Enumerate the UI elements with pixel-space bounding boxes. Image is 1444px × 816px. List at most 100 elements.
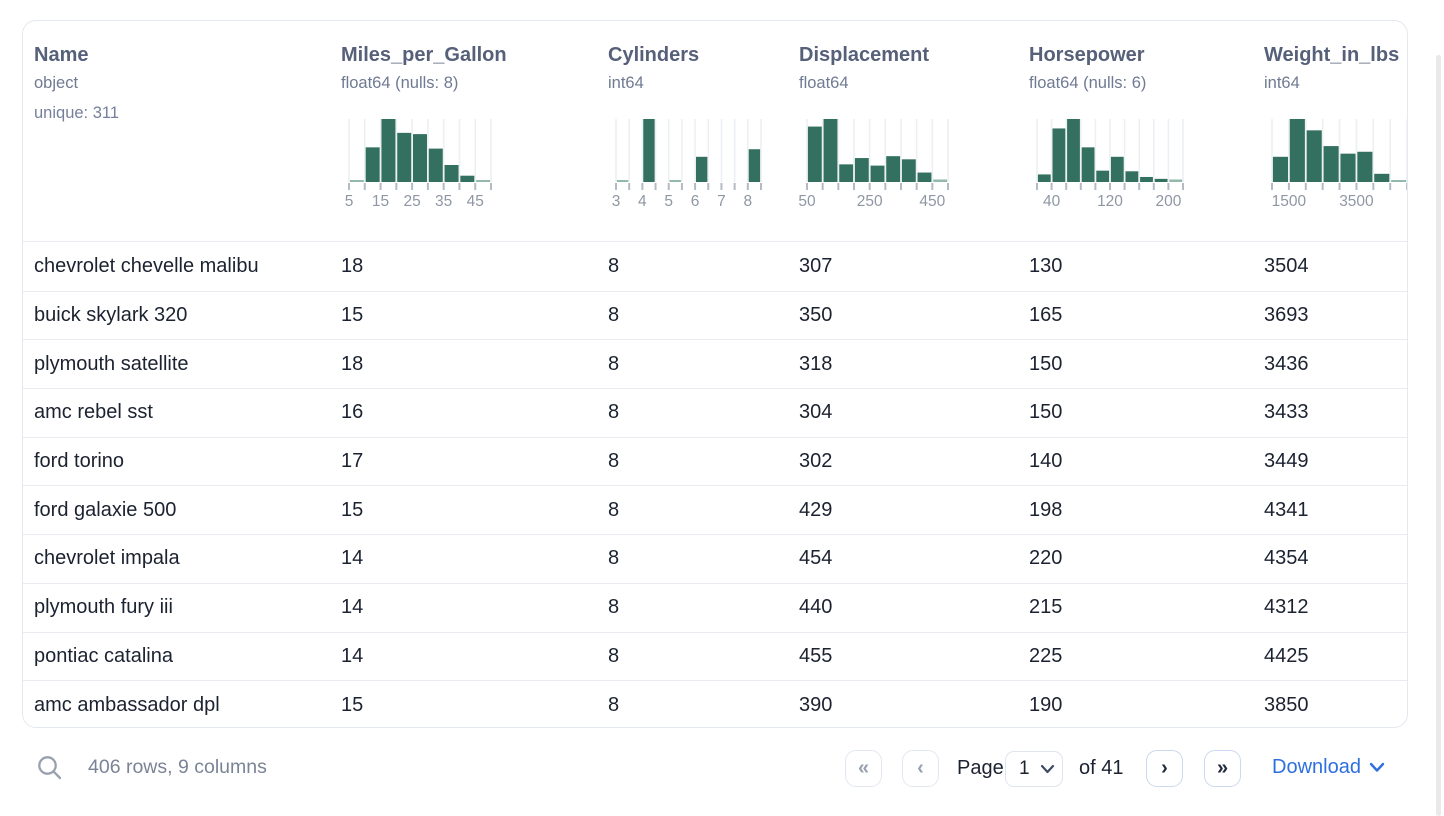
histogram-container: 1500 3500 5500 — [1271, 119, 1407, 216]
column-title: Horsepower — [1029, 44, 1145, 66]
table-cell: 130 — [1029, 254, 1063, 277]
table-cell: 8 — [608, 596, 620, 619]
histogram-bar — [413, 134, 427, 182]
table-cell: 14 — [341, 644, 364, 667]
table-cell: 350 — [799, 304, 833, 327]
last-page-button[interactable]: » — [1204, 750, 1241, 787]
vertical-scrollbar[interactable] — [1436, 55, 1441, 816]
search-icon[interactable] — [36, 754, 64, 787]
table-cell: ford galaxie 500 — [34, 498, 177, 521]
table-cell: 8 — [608, 547, 620, 570]
table-row[interactable]: plymouth fury iii 14 8 440 215 4312 — [23, 582, 1407, 632]
histogram-bar — [1289, 119, 1305, 182]
previous-page-button[interactable]: ‹ — [902, 750, 939, 787]
column-title: Name — [34, 44, 89, 66]
histogram-bar — [1125, 171, 1139, 182]
histogram-bar — [1110, 156, 1124, 182]
histogram-tick-label: 5 — [664, 193, 673, 210]
column-header-horsepower: Horsepower float64 (nulls: 6) — [1029, 21, 1146, 93]
table-cell: 150 — [1029, 401, 1063, 424]
table-cell: 15 — [341, 498, 364, 521]
histogram-bar — [1052, 128, 1066, 182]
table-cell: ford torino — [34, 450, 125, 473]
table-cell: 8 — [608, 644, 620, 667]
column-dtype: int64 — [608, 74, 644, 92]
column-header-miles-per-gallon: Miles_per_Gallon float64 (nulls: 8) — [341, 21, 507, 93]
histogram-tick-label: 7 — [717, 193, 726, 210]
table-cell: 18 — [341, 352, 364, 375]
table-row[interactable]: amc ambassador dpl 15 8 390 190 3850 — [23, 680, 1407, 727]
table-cell: 165 — [1029, 304, 1063, 327]
chevron-down-icon — [1040, 764, 1054, 774]
table-cell: 3504 — [1264, 254, 1309, 277]
table-cell: 15 — [341, 304, 364, 327]
table-row[interactable]: buick skylark 320 15 8 350 165 3693 — [23, 290, 1407, 340]
next-page-button[interactable]: › — [1146, 750, 1183, 787]
histogram-bar — [1067, 119, 1080, 182]
histogram-bar — [349, 180, 364, 182]
column-dtype: float64 — [799, 74, 849, 92]
table-cell: 454 — [799, 547, 833, 570]
histogram-bar — [476, 180, 491, 182]
histogram-tick-label: 200 — [1155, 193, 1181, 210]
table-cell: 318 — [799, 352, 833, 375]
table-cell: 8 — [608, 254, 620, 277]
column-histogram: 1500 3500 5500 — [1271, 119, 1407, 210]
histogram-tick-label: 5 — [345, 193, 354, 210]
column-dtype: float64 (nulls: 6) — [1029, 74, 1147, 92]
table-cell: pontiac catalina — [34, 644, 173, 667]
column-header-weight-in-lbs: Weight_in_lbs int64 — [1264, 21, 1399, 93]
table-row[interactable]: ford torino 17 8 302 140 3449 — [23, 436, 1407, 486]
table-cell: 190 — [1029, 693, 1063, 716]
histogram-bar — [823, 119, 838, 182]
histogram-tick-label: 3 — [612, 193, 621, 210]
page-label: Page — [957, 757, 1004, 779]
chevron-down-icon — [1369, 762, 1385, 772]
table-row[interactable]: pontiac catalina 14 8 455 225 4425 — [23, 631, 1407, 681]
table-cell: 14 — [341, 596, 364, 619]
column-header-displacement: Displacement float64 — [799, 21, 929, 93]
table-cell: 16 — [341, 401, 364, 424]
histogram-bar — [917, 172, 932, 182]
histogram-tick-label: 25 — [403, 193, 420, 210]
download-button[interactable]: Download — [1272, 756, 1385, 779]
table-cell: 14 — [341, 547, 364, 570]
column-histogram: 40 120 200 — [1036, 119, 1184, 210]
page-number-value: 1 — [1019, 758, 1030, 779]
table-row[interactable]: ford galaxie 500 15 8 429 198 4341 — [23, 485, 1407, 534]
histogram-bar — [854, 158, 869, 182]
histogram-tick-label: 450 — [919, 193, 945, 210]
histogram-bar — [669, 180, 682, 182]
histogram-tick-label: 15 — [372, 193, 389, 210]
column-title: Cylinders — [608, 44, 700, 66]
column-title: Displacement — [799, 44, 930, 66]
histogram-tick-label: 8 — [744, 193, 753, 210]
histogram-bar — [1374, 173, 1390, 182]
histogram-bar — [397, 132, 412, 182]
column-header-cylinders: Cylinders int64 — [608, 21, 699, 93]
table-row[interactable]: chevrolet impala 14 8 454 220 4354 — [23, 534, 1407, 583]
table-cell: 455 — [799, 644, 833, 667]
histogram-bar — [1169, 179, 1183, 182]
column-title: Miles_per_Gallon — [341, 44, 507, 66]
table-cell: chevrolet impala — [34, 547, 180, 570]
table-row[interactable]: plymouth satellite 18 8 318 150 3436 — [23, 339, 1407, 388]
histogram-tick-label: 1500 — [1272, 193, 1307, 210]
histogram-bar — [1272, 156, 1288, 182]
page-number-select[interactable]: 1 — [1005, 751, 1063, 787]
table-cell: 390 — [799, 693, 833, 716]
column-dtype: float64 (nulls: 8) — [341, 74, 459, 92]
page-total-label: of 41 — [1079, 757, 1124, 779]
table-row[interactable]: amc rebel sst 16 8 304 150 3433 — [23, 388, 1407, 437]
histogram-bar — [748, 149, 761, 182]
histogram-tick-label: 120 — [1097, 193, 1123, 210]
first-page-button[interactable]: « — [845, 750, 882, 787]
histogram-bar — [1340, 153, 1356, 182]
histogram-tick-label: 50 — [798, 193, 816, 210]
column-dtype: int64 — [1264, 74, 1300, 92]
column-dtype: object — [34, 74, 79, 92]
histogram-bar — [1081, 147, 1095, 182]
column-unique-count: unique: 311 — [34, 104, 120, 122]
table-cell: 17 — [341, 450, 364, 473]
table-row[interactable]: chevrolet chevelle malibu 18 8 307 130 3504 — [23, 242, 1407, 291]
